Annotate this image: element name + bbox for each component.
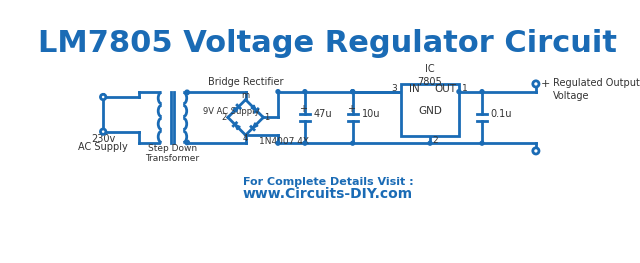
Text: Bridge Rectifier: Bridge Rectifier (208, 77, 284, 87)
Circle shape (480, 141, 484, 145)
Text: LM7805 Voltage Regulator Circuit: LM7805 Voltage Regulator Circuit (38, 29, 618, 58)
Circle shape (100, 129, 106, 134)
Circle shape (351, 90, 355, 94)
Text: +: + (541, 79, 550, 89)
Text: 4: 4 (243, 134, 248, 144)
Polygon shape (401, 84, 459, 135)
Text: m: m (241, 91, 250, 100)
Circle shape (276, 141, 280, 145)
Circle shape (351, 141, 355, 145)
Circle shape (457, 90, 461, 94)
Polygon shape (253, 123, 258, 128)
Text: OUT: OUT (435, 84, 457, 94)
Circle shape (480, 90, 484, 94)
Polygon shape (235, 124, 240, 130)
Polygon shape (251, 105, 257, 110)
Circle shape (303, 141, 307, 145)
Circle shape (428, 141, 432, 145)
Circle shape (276, 90, 280, 94)
Text: 1: 1 (264, 113, 270, 122)
Text: For Complete Details Visit :: For Complete Details Visit : (243, 177, 413, 187)
Circle shape (351, 90, 355, 94)
Text: 0.1u: 0.1u (491, 109, 513, 119)
Text: AC Supply: AC Supply (78, 142, 128, 152)
Text: www.Circuits-DIY.com: www.Circuits-DIY.com (243, 187, 413, 201)
Text: 2: 2 (433, 136, 438, 145)
Text: 1: 1 (462, 84, 468, 93)
Circle shape (186, 91, 189, 94)
Text: 10u: 10u (362, 109, 380, 119)
Text: 230v: 230v (91, 134, 115, 144)
Circle shape (100, 94, 106, 100)
Text: +: + (300, 104, 307, 114)
Text: 47u: 47u (314, 109, 332, 119)
Text: GND: GND (418, 106, 442, 116)
Polygon shape (234, 107, 239, 112)
Text: IC
7805: IC 7805 (418, 64, 442, 87)
Circle shape (186, 141, 189, 144)
Text: 3: 3 (392, 84, 397, 93)
Text: 1N4007 4X: 1N4007 4X (259, 137, 310, 146)
Text: Step Down
Transformer: Step Down Transformer (145, 144, 200, 163)
Text: 2: 2 (221, 113, 227, 122)
Circle shape (303, 90, 307, 94)
Text: Regulated Output
Voltage: Regulated Output Voltage (553, 78, 640, 101)
Text: 9V AC Supply: 9V AC Supply (204, 107, 260, 116)
Text: IN: IN (409, 84, 420, 94)
Circle shape (533, 81, 539, 87)
Text: +: + (347, 104, 355, 114)
Circle shape (533, 148, 539, 154)
